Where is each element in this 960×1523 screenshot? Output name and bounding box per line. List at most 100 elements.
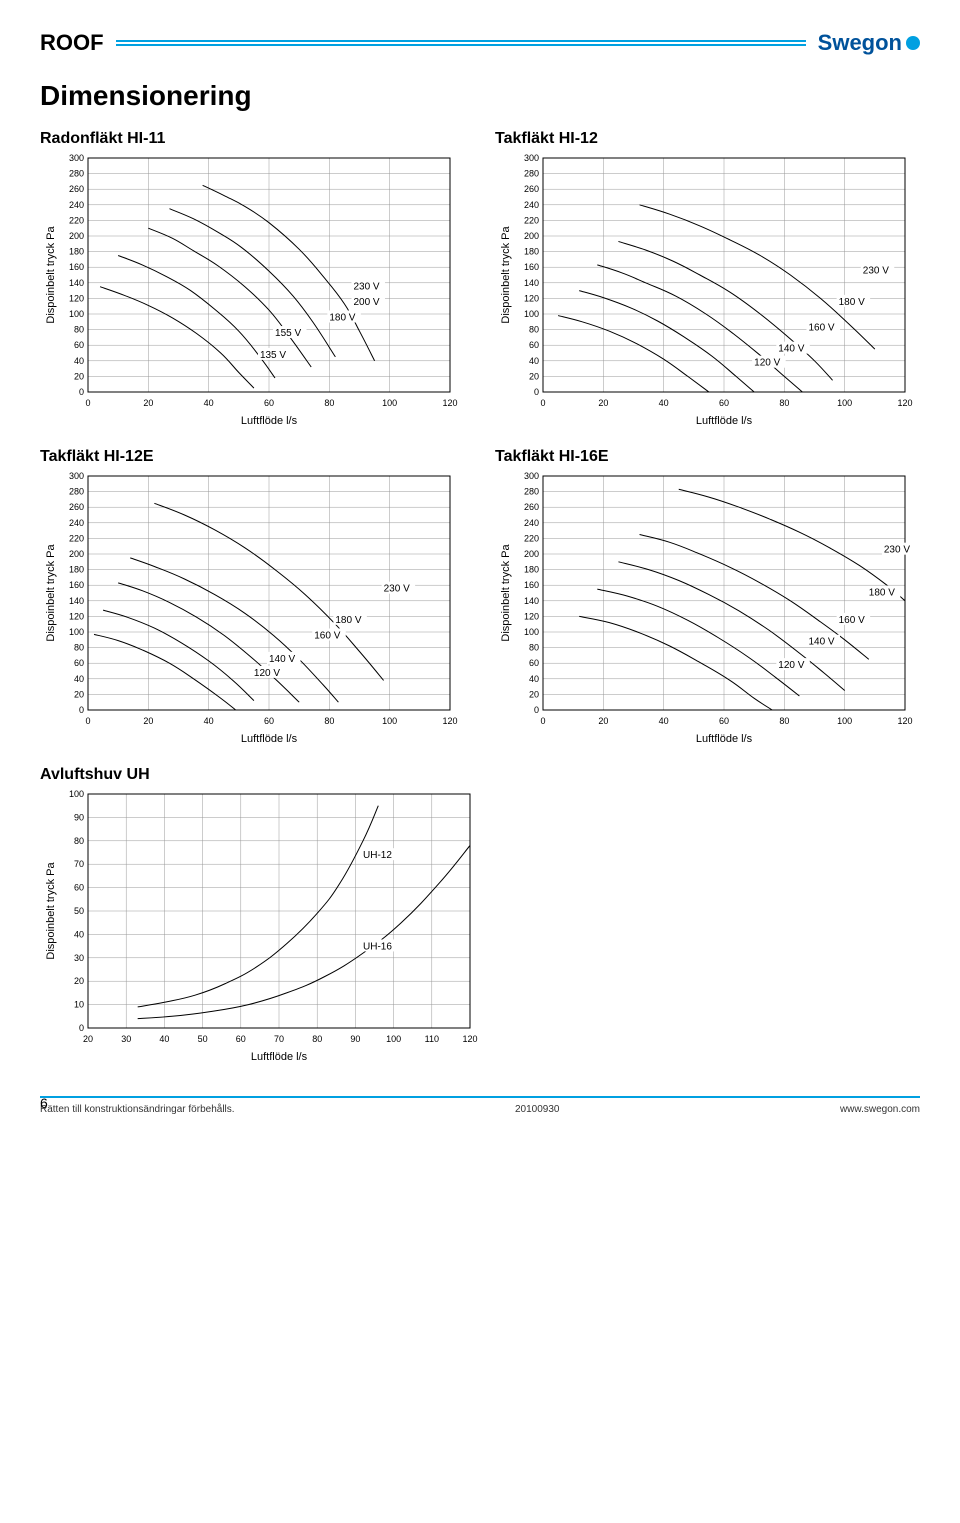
svg-text:80: 80 bbox=[324, 716, 334, 726]
svg-text:260: 260 bbox=[69, 184, 84, 194]
svg-text:20: 20 bbox=[74, 371, 84, 381]
svg-text:30: 30 bbox=[74, 953, 84, 963]
logo: Swegon bbox=[818, 30, 920, 56]
svg-text:260: 260 bbox=[69, 502, 84, 512]
svg-text:100: 100 bbox=[69, 627, 84, 637]
svg-text:110: 110 bbox=[425, 1034, 439, 1044]
svg-text:80: 80 bbox=[312, 1034, 322, 1044]
svg-text:20: 20 bbox=[598, 398, 608, 408]
svg-text:120: 120 bbox=[524, 293, 539, 303]
svg-text:100: 100 bbox=[69, 309, 84, 319]
chart-hi11-svg: 0204060801001201401601802002202402602803… bbox=[40, 150, 460, 430]
svg-text:160: 160 bbox=[69, 262, 84, 272]
svg-text:180: 180 bbox=[524, 247, 539, 257]
svg-text:Dispoinbelt tryck Pa: Dispoinbelt tryck Pa bbox=[500, 544, 512, 642]
svg-text:260: 260 bbox=[524, 184, 539, 194]
svg-text:135 V: 135 V bbox=[260, 350, 286, 361]
svg-text:100: 100 bbox=[837, 716, 852, 726]
svg-text:120: 120 bbox=[524, 611, 539, 621]
svg-text:100: 100 bbox=[524, 309, 539, 319]
svg-text:40: 40 bbox=[659, 716, 669, 726]
logo-text: Swegon bbox=[818, 30, 902, 56]
svg-text:140 V: 140 V bbox=[808, 637, 834, 648]
svg-text:UH-12: UH-12 bbox=[363, 850, 392, 861]
svg-text:60: 60 bbox=[719, 716, 729, 726]
svg-text:120: 120 bbox=[897, 716, 912, 726]
svg-text:0: 0 bbox=[534, 705, 539, 715]
svg-text:50: 50 bbox=[198, 1034, 208, 1044]
svg-text:180 V: 180 V bbox=[869, 588, 895, 599]
svg-text:Luftflöde l/s: Luftflöde l/s bbox=[696, 415, 753, 427]
footer-left: Rätten till konstruktionsändringar förbe… bbox=[40, 1104, 235, 1115]
chart-hi12: Takfläkt HI-12 0204060801001201401601802… bbox=[495, 124, 920, 430]
logo-bullet-icon bbox=[906, 36, 920, 50]
chart-hi16e-svg: 0204060801001201401601802002202402602803… bbox=[495, 468, 915, 748]
svg-text:120: 120 bbox=[442, 398, 457, 408]
svg-text:Luftflöde l/s: Luftflöde l/s bbox=[696, 733, 753, 745]
svg-text:60: 60 bbox=[529, 340, 539, 350]
svg-text:80: 80 bbox=[779, 716, 789, 726]
chart-uh: Avluftshuv UH 01020304050607080901002030… bbox=[40, 760, 480, 1066]
svg-text:200 V: 200 V bbox=[353, 297, 379, 308]
svg-text:40: 40 bbox=[159, 1034, 169, 1044]
svg-text:260: 260 bbox=[524, 502, 539, 512]
svg-text:300: 300 bbox=[69, 153, 84, 163]
svg-text:0: 0 bbox=[79, 705, 84, 715]
chart-hi12-title: Takfläkt HI-12 bbox=[495, 130, 920, 148]
svg-text:230 V: 230 V bbox=[863, 266, 889, 277]
svg-text:40: 40 bbox=[74, 674, 84, 684]
svg-text:80: 80 bbox=[324, 398, 334, 408]
svg-text:0: 0 bbox=[79, 387, 84, 397]
chart-hi16e: Takfläkt HI-16E 020406080100120140160180… bbox=[495, 442, 920, 748]
svg-text:60: 60 bbox=[236, 1034, 246, 1044]
svg-text:Dispoinbelt tryck Pa: Dispoinbelt tryck Pa bbox=[500, 226, 512, 324]
svg-text:80: 80 bbox=[74, 836, 84, 846]
chart-uh-title: Avluftshuv UH bbox=[40, 766, 480, 784]
svg-text:10: 10 bbox=[74, 1000, 84, 1010]
svg-text:Luftflöde l/s: Luftflöde l/s bbox=[251, 1051, 308, 1063]
svg-text:280: 280 bbox=[524, 169, 539, 179]
svg-text:Dispoinbelt tryck Pa: Dispoinbelt tryck Pa bbox=[45, 544, 57, 642]
svg-text:40: 40 bbox=[659, 398, 669, 408]
svg-text:180 V: 180 V bbox=[329, 312, 355, 323]
svg-text:Luftflöde l/s: Luftflöde l/s bbox=[241, 733, 298, 745]
svg-text:120: 120 bbox=[69, 293, 84, 303]
chart-hi12e-svg: 0204060801001201401601802002202402602803… bbox=[40, 468, 460, 748]
chart-row-2: Takfläkt HI-12E 020406080100120140160180… bbox=[40, 442, 920, 748]
svg-text:90: 90 bbox=[350, 1034, 360, 1044]
svg-text:0: 0 bbox=[79, 1023, 84, 1033]
chart-row-1: Radonfläkt HI-11 02040608010012014016018… bbox=[40, 124, 920, 430]
svg-text:220: 220 bbox=[69, 215, 84, 225]
svg-text:50: 50 bbox=[74, 906, 84, 916]
svg-text:20: 20 bbox=[529, 689, 539, 699]
svg-text:120: 120 bbox=[462, 1034, 477, 1044]
svg-text:80: 80 bbox=[529, 325, 539, 335]
svg-text:120: 120 bbox=[442, 716, 457, 726]
svg-text:240: 240 bbox=[69, 200, 84, 210]
svg-text:100: 100 bbox=[837, 398, 852, 408]
svg-text:280: 280 bbox=[69, 487, 84, 497]
svg-text:180: 180 bbox=[69, 565, 84, 575]
svg-text:30: 30 bbox=[121, 1034, 131, 1044]
svg-text:20: 20 bbox=[143, 716, 153, 726]
svg-text:60: 60 bbox=[74, 340, 84, 350]
svg-text:60: 60 bbox=[74, 658, 84, 668]
svg-text:230 V: 230 V bbox=[384, 584, 410, 595]
svg-text:100: 100 bbox=[382, 716, 397, 726]
svg-text:140: 140 bbox=[524, 278, 539, 288]
svg-text:80: 80 bbox=[74, 325, 84, 335]
chart-hi12e-title: Takfläkt HI-12E bbox=[40, 448, 465, 466]
svg-text:120: 120 bbox=[897, 398, 912, 408]
svg-text:0: 0 bbox=[540, 716, 545, 726]
svg-text:100: 100 bbox=[524, 627, 539, 637]
svg-text:40: 40 bbox=[529, 674, 539, 684]
svg-text:100: 100 bbox=[386, 1034, 401, 1044]
svg-text:40: 40 bbox=[74, 356, 84, 366]
svg-text:Dispoinbelt tryck Pa: Dispoinbelt tryck Pa bbox=[45, 226, 57, 324]
chart-hi11: Radonfläkt HI-11 02040608010012014016018… bbox=[40, 124, 465, 430]
chart-hi12e: Takfläkt HI-12E 020406080100120140160180… bbox=[40, 442, 465, 748]
svg-text:90: 90 bbox=[74, 812, 84, 822]
svg-text:40: 40 bbox=[74, 929, 84, 939]
svg-text:240: 240 bbox=[69, 518, 84, 528]
svg-text:20: 20 bbox=[74, 976, 84, 986]
